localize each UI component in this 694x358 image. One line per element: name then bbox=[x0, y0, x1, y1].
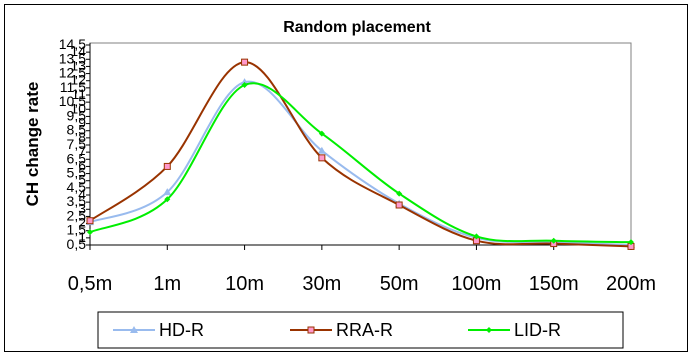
data-point-rra-r bbox=[241, 58, 249, 66]
data-point-rra-r bbox=[395, 201, 403, 209]
data-point-lid-r bbox=[241, 82, 248, 88]
y-tick-label: 2,5 bbox=[67, 207, 87, 223]
data-point-rra-r bbox=[318, 154, 326, 162]
legend-label-rra-r: RRA-R bbox=[336, 320, 393, 340]
y-tick-label: 11,5 bbox=[60, 79, 86, 95]
legend-marker-hd-r bbox=[130, 326, 138, 333]
data-point-lid-r bbox=[550, 237, 557, 244]
y-tick-label: 14,5 bbox=[59, 36, 86, 52]
data-point-lid-r bbox=[473, 233, 480, 240]
legend-entries: HD-R RRA-R LID-R bbox=[113, 320, 561, 340]
legend-entry-hd-r: HD-R bbox=[113, 320, 204, 340]
x-tick-label: 10m bbox=[225, 273, 264, 295]
y-tick-label: 3,5 bbox=[67, 193, 87, 209]
y-tick-label: 4 bbox=[78, 186, 86, 202]
y-tick-label: 13 bbox=[70, 57, 86, 73]
data-point-lid-r bbox=[164, 196, 171, 203]
x-tick-label: 200m bbox=[606, 273, 656, 295]
series-layer bbox=[86, 58, 635, 250]
legend-label-lid-r: LID-R bbox=[514, 320, 561, 340]
data-point-lid-r bbox=[87, 229, 93, 236]
y-tick-label: 7,5 bbox=[67, 136, 87, 152]
x-tick-label: 1m bbox=[153, 273, 181, 295]
data-point-lid-r bbox=[396, 190, 403, 197]
y-tick-label: 5,5 bbox=[67, 165, 87, 181]
legend-marker-lid-r bbox=[486, 327, 492, 333]
y-tick-label: 1 bbox=[78, 229, 86, 245]
data-point-hd-r bbox=[317, 146, 326, 154]
y-tick-label: 2 bbox=[78, 215, 86, 231]
legend bbox=[97, 311, 624, 349]
y-tick-label: 1,5 bbox=[67, 222, 87, 238]
y-tick-label: 14 bbox=[70, 43, 86, 59]
x-tick-label: 150m bbox=[529, 273, 579, 295]
x-axis: 0,5m 1m 10m 30m 50m 100m 150m 200m bbox=[68, 244, 656, 295]
x-tick-label: 0,5m bbox=[68, 273, 112, 295]
x-tick-label: 100m bbox=[451, 273, 501, 295]
y-tick-label: 6,5 bbox=[67, 150, 87, 166]
y-tick-label: 11 bbox=[71, 86, 86, 102]
y-tick-label: 12 bbox=[70, 72, 86, 88]
chart-title: Random placement bbox=[283, 19, 431, 36]
data-point-lid-r bbox=[318, 130, 325, 137]
legend-entry-rra-r: RRA-R bbox=[290, 320, 393, 340]
data-point-rra-r bbox=[86, 217, 94, 225]
y-tick-label: 9,5 bbox=[67, 107, 87, 123]
y-tick-label: 0,5 bbox=[67, 236, 87, 252]
data-point-rra-r bbox=[163, 162, 171, 170]
y-tick-label: 13,5 bbox=[59, 50, 86, 66]
series-lid-r bbox=[87, 82, 634, 246]
y-axis-label: CH change rate bbox=[23, 82, 42, 207]
x-tick-label: 50m bbox=[380, 273, 419, 295]
legend-label-hd-r: HD-R bbox=[159, 320, 204, 340]
y-tick-label: 6 bbox=[78, 157, 86, 173]
y-tick-label: 9 bbox=[78, 115, 86, 131]
series-line-rra-r bbox=[89, 61, 632, 248]
y-tick-label: 3 bbox=[78, 200, 86, 216]
x-tick-label: 30m bbox=[302, 273, 341, 295]
y-tick-label: 12,5 bbox=[59, 65, 86, 81]
legend-marker-rra-r bbox=[307, 326, 315, 334]
y-tick-label: 10 bbox=[70, 100, 86, 116]
y-tick-label: 8 bbox=[78, 129, 86, 145]
y-tick-label: 5 bbox=[78, 172, 86, 188]
y-tick-label: 7 bbox=[78, 143, 86, 159]
data-point-hd-r bbox=[163, 188, 172, 196]
series-line-lid-r bbox=[89, 82, 632, 244]
y-tick-label: 4,5 bbox=[67, 179, 87, 195]
legend-entry-lid-r: LID-R bbox=[468, 320, 561, 340]
y-axis: 0,511,522,533,544,555,566,577,588,599,51… bbox=[59, 36, 91, 252]
y-tick-label: 8,5 bbox=[67, 122, 87, 138]
series-line-hd-r bbox=[89, 80, 632, 246]
data-point-lid-r bbox=[628, 239, 634, 246]
plot-area bbox=[89, 42, 632, 246]
y-tick-label: 10,5 bbox=[59, 93, 86, 109]
